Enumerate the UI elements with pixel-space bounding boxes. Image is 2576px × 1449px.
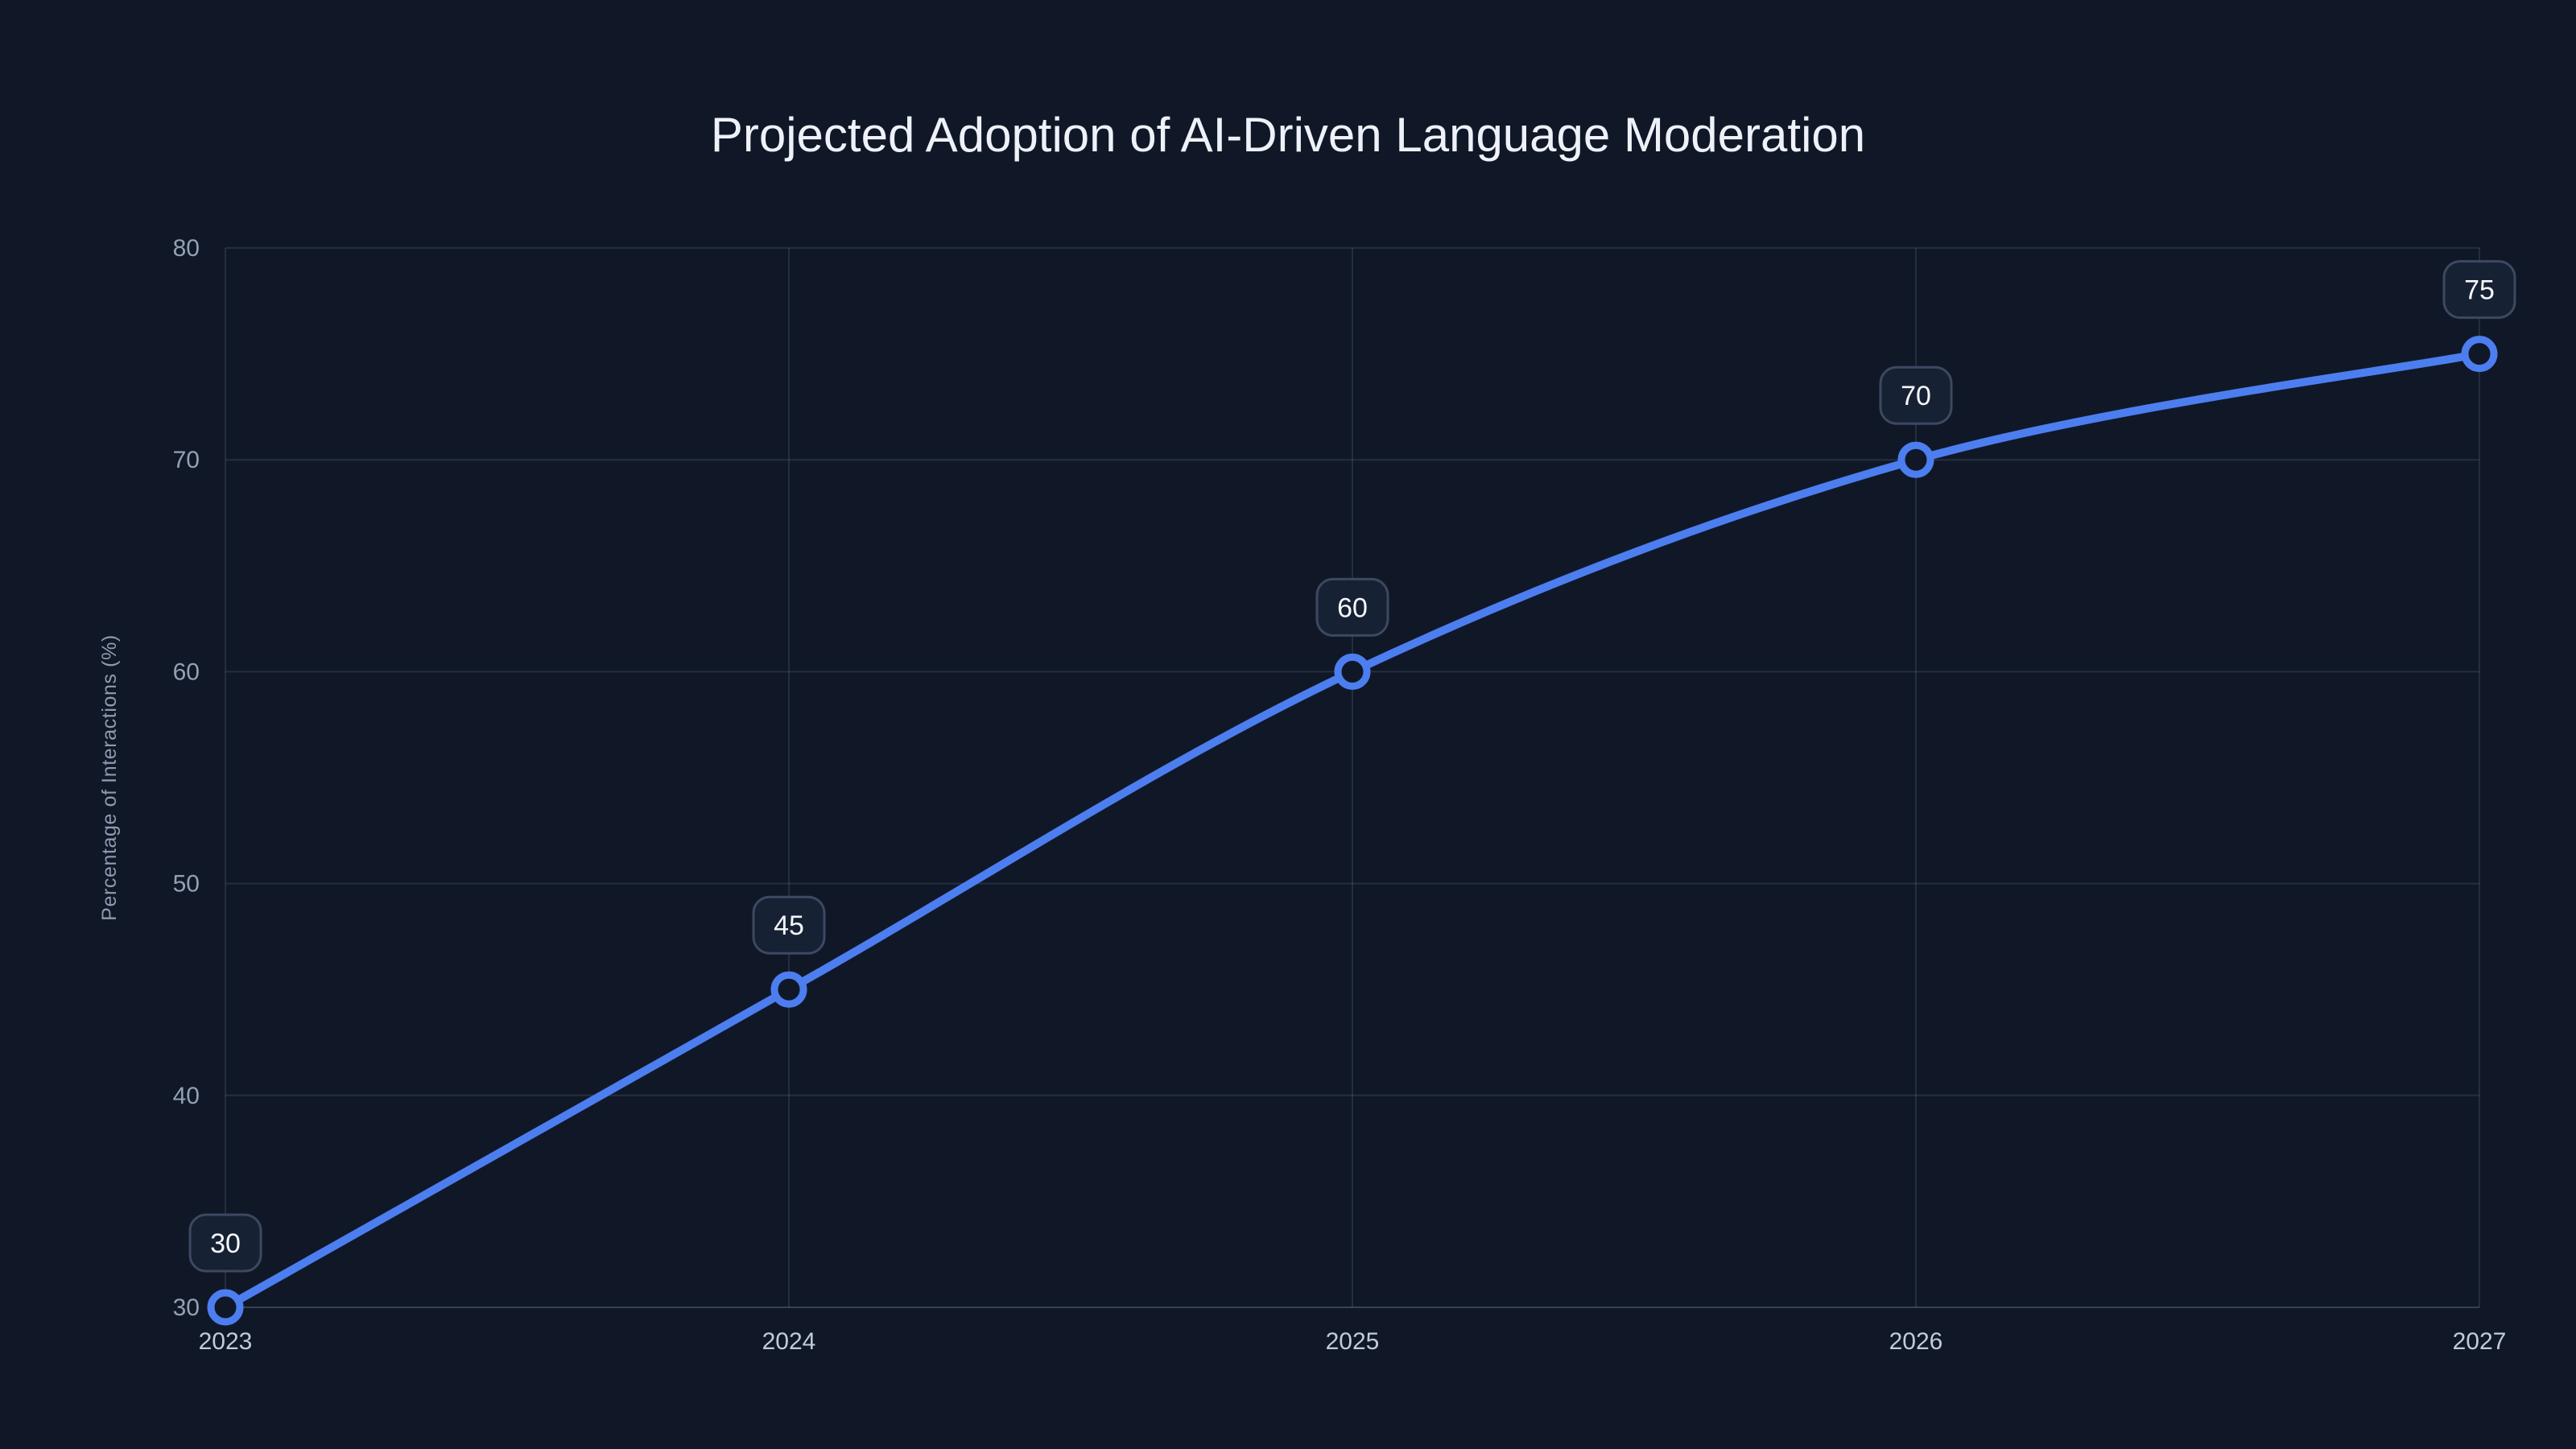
x-tick-label: 2025 [1326,1328,1380,1355]
y-axis-tick-labels: 30 40 50 60 70 80 [173,235,200,1321]
y-axis-title: Percentage of Interactions (%) [98,634,121,921]
series-group [207,336,2498,1326]
data-point-label: 70 [1901,381,1931,411]
y-tick-label: 60 [173,658,200,685]
data-point-label: 60 [1337,592,1368,623]
y-tick-label: 30 [173,1294,200,1321]
data-point-label-box [1879,365,1953,425]
data-point-label: 45 [774,910,804,941]
data-point-marker[interactable] [2461,336,2498,373]
y-tick-label: 80 [173,235,200,262]
data-point-marker[interactable] [1897,441,1934,478]
data-point-marker[interactable] [1334,653,1371,690]
x-tick-label: 2027 [2453,1328,2507,1355]
y-tick-label: 70 [173,447,200,473]
data-point-marker[interactable] [207,1289,244,1326]
data-point-label: 75 [2464,275,2495,306]
data-point-marker[interactable] [770,971,807,1008]
data-point-label-box [752,895,826,955]
data-point-label-box [188,1213,262,1273]
data-point-label: 30 [210,1228,241,1259]
y-tick-label: 50 [173,871,200,898]
chart-title: Projected Adoption of AI-Driven Language… [711,108,1865,162]
y-tick-label: 40 [173,1083,200,1109]
data-point-label-box [1315,577,1389,637]
data-point-label-box [2442,260,2516,320]
x-tick-label: 2023 [199,1328,253,1355]
x-tick-label: 2026 [1889,1328,1943,1355]
x-tick-label: 2024 [762,1328,816,1355]
x-axis-tick-labels: 2023 2024 2025 2026 2027 [199,1328,2507,1355]
point-labels-group: 30 45 60 70 75 [188,260,2516,1273]
